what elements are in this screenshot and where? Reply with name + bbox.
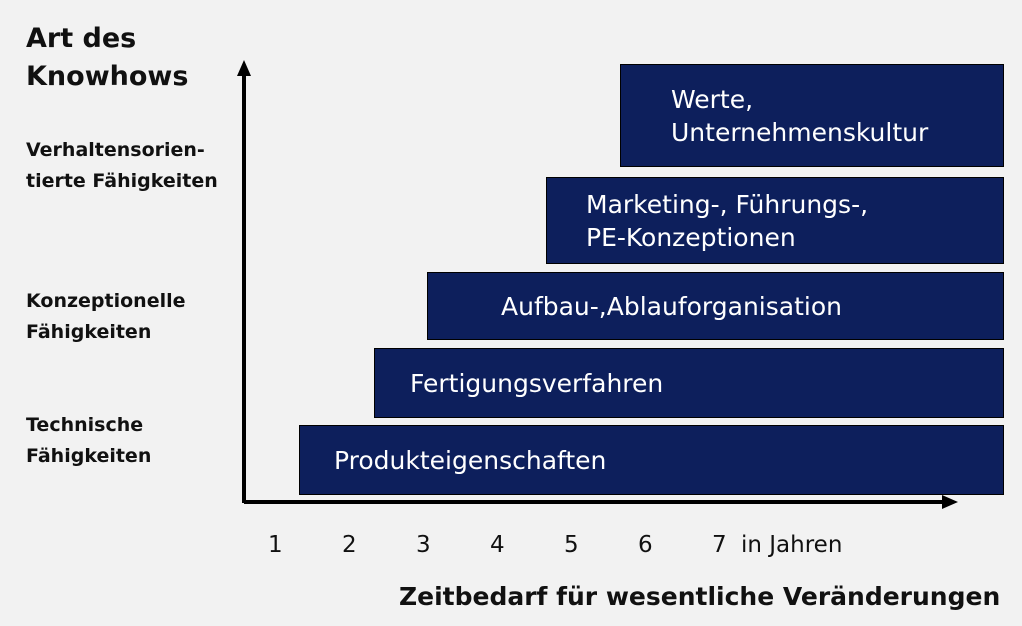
bar-werte-unternehmenskultur: Werte, Unternehmenskultur [620, 64, 1004, 167]
x-tick: 1 [268, 532, 283, 558]
bar-marketing-fuehrung-pe: Marketing-, Führungs-, PE-Konzeptionen [546, 177, 1004, 264]
bar-label: Produkteigenschaften [334, 445, 607, 475]
bar-label: Marketing-, Führungs-, PE-Konzeptionen [586, 189, 869, 252]
bar-aufbau-ablauforganisation: Aufbau-,Ablauforganisation [427, 272, 1004, 340]
bar-fertigungsverfahren: Fertigungsverfahren [374, 348, 1004, 418]
x-axis-arrow [942, 495, 958, 509]
x-tick: 3 [416, 532, 431, 558]
x-tick: 6 [638, 532, 653, 558]
x-axis-title: Zeitbedarf für wesentliche Veränderungen [399, 582, 1001, 611]
category-label-technical: Technische Fähigkeiten [26, 414, 152, 467]
y-axis-arrow [237, 60, 251, 76]
x-tick: 5 [564, 532, 579, 558]
category-label-behavioral: Verhaltensorien- tierte Fähigkeiten [26, 139, 218, 192]
y-axis-title: Art des Knowhows [26, 23, 189, 92]
x-tick: 4 [490, 532, 505, 558]
x-tick: 2 [342, 532, 357, 558]
bar-label: Fertigungsverfahren [410, 368, 664, 398]
category-label-conceptual: Konzeptionelle Fähigkeiten [26, 290, 186, 343]
x-axis-unit: in Jahren [741, 532, 843, 558]
bar-label: Werte, Unternehmenskultur [671, 84, 929, 147]
bar-produkteigenschaften: Produkteigenschaften [299, 425, 1004, 495]
x-tick: 7 [712, 532, 727, 558]
bar-label: Aufbau-,Ablauforganisation [501, 291, 842, 321]
